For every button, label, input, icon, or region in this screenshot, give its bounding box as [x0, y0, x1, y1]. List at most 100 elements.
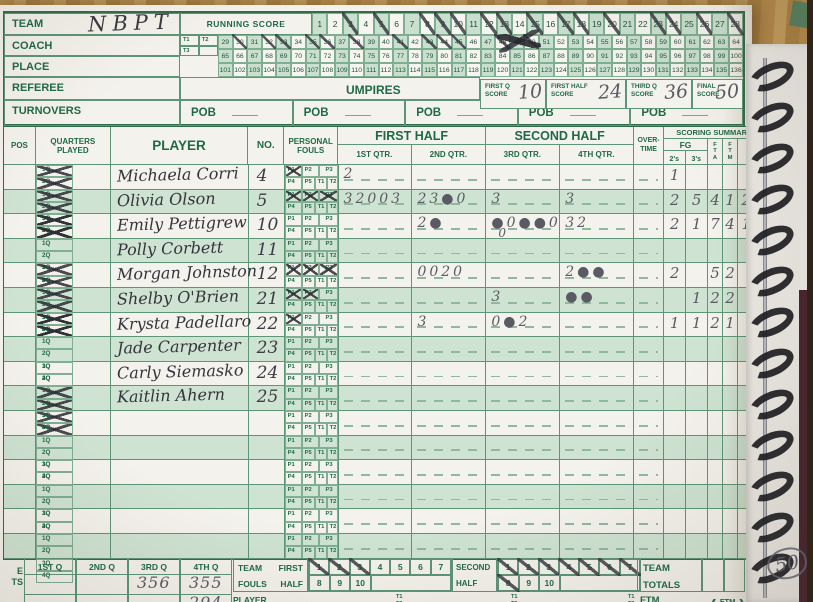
summary-value: 7 [710, 215, 720, 234]
running-score-cell: 17 [557, 12, 575, 36]
pob-blank-line [682, 114, 709, 116]
quarter-box-label: 2Q [41, 547, 51, 555]
score-cell-q1 [338, 263, 413, 288]
blank-dashes [417, 350, 481, 353]
referee-label-text: REFEREE [12, 82, 64, 94]
pob-blank-line [457, 114, 484, 116]
score-slash-mark [649, 12, 667, 36]
summary-3s [686, 410, 709, 436]
played-x-mark [36, 190, 73, 201]
jersey-number: 4 [256, 166, 268, 186]
fouls-row-2: P4 P5 T1 T2 [284, 423, 338, 436]
overtime-cell [634, 263, 665, 288]
score-entry: 0020 [417, 264, 466, 281]
blank-dashes [417, 547, 481, 550]
blank-dashes [417, 375, 481, 378]
foul-box: P2 [301, 410, 319, 424]
score-cell-q1 [338, 214, 413, 239]
running-score-cell: 118 [466, 63, 481, 77]
foul-box: P1 [284, 312, 302, 325]
quarter-box-label: 3Q [41, 362, 51, 370]
foul-x-mark [285, 264, 301, 275]
running-score-cell: 36 [319, 34, 336, 50]
running-score-cell: 41 [392, 34, 409, 50]
summary-3s: 1 [686, 287, 709, 313]
foul-box: P5 [301, 374, 315, 387]
blank-dashes [565, 277, 629, 279]
quarters-played-cell: 1Q 2Q 3Q 4Q [35, 435, 111, 485]
quarter-box-label: 3Q [41, 559, 51, 567]
foul-box: T2 [326, 275, 338, 288]
summary-value: 1 [669, 166, 680, 184]
score-cell-q1 [338, 337, 413, 362]
summary-2s: 2 [664, 214, 687, 239]
timeout-column: 3RD Q 356 [128, 558, 180, 602]
quarter-box: 1Q [35, 484, 74, 498]
running-score-cell: 132 [670, 63, 685, 77]
running-score-cell: 67 [247, 49, 262, 63]
quarters-played-cell: 1Q 2Q 3Q 4Q [35, 533, 111, 584]
overtime-cell [634, 214, 665, 239]
summary-2s [664, 509, 687, 534]
blank-dashes [565, 227, 629, 230]
quarter-box: 1Q [35, 189, 74, 202]
quarter-box-label: 2Q [41, 375, 51, 383]
running-score-cell: 93 [626, 49, 642, 63]
total-cell [702, 558, 724, 592]
score-entry: ●0●●0 [491, 215, 561, 232]
blank-dashes [565, 523, 629, 525]
summary-3s [686, 386, 709, 411]
timeout-cell [25, 575, 75, 595]
score-slash-mark [275, 34, 292, 50]
team-fouls-label: TEAM FIRST FOULS HALF [233, 558, 308, 592]
score-cell-q3 [486, 165, 561, 190]
summary-ftm [723, 238, 739, 264]
foul-box: T1 [314, 226, 327, 239]
quarters-played-cell: 1Q 2Q 3Q 4Q [35, 460, 111, 510]
player-name: Carly Siemasko [116, 360, 244, 383]
timeout-value: 356 [137, 573, 171, 592]
quarter-box: 2Q [35, 226, 74, 239]
score-entry: 3 [491, 288, 504, 305]
score-slash-mark [260, 34, 278, 50]
running-score-cell: 20 [603, 12, 621, 36]
quarter-box: 1Q [35, 435, 74, 448]
foul-box: T2 [326, 546, 338, 559]
summary-fta [708, 361, 724, 387]
summary-2s [664, 361, 687, 387]
first-half-fouls-grid: 12345678910 [308, 558, 452, 592]
score-cell-q1 [338, 460, 413, 485]
jersey-number: 25 [256, 387, 279, 408]
foul-box: P3 [318, 287, 338, 301]
foul-box: P5 [301, 349, 315, 362]
overtime-cell [634, 484, 665, 510]
player-name-cell: Jade Carpenter [110, 336, 249, 362]
foul-box: P1 [284, 214, 302, 227]
blank-dashes [639, 326, 659, 329]
blank-dashes [343, 523, 407, 525]
score-slash-mark [557, 12, 575, 36]
score-cell-q3 [486, 263, 561, 288]
foul-box: P2 [301, 165, 319, 178]
foul-box: P1 [284, 484, 302, 498]
foul-box: T1 [314, 275, 327, 288]
fouls-grid-filler [370, 575, 451, 591]
blank-dashes [417, 449, 481, 452]
quarter-box: 2Q [35, 349, 74, 362]
pos-cell [4, 386, 36, 411]
running-score-cell: 26 [695, 12, 714, 36]
jersey-number: 12 [256, 264, 279, 285]
score-cell-q1 [338, 509, 413, 534]
blank-dashes [491, 326, 555, 329]
running-score-cell: 99 [714, 49, 729, 63]
score-entry: 3 [491, 190, 504, 207]
quarter-score-label: THIRD Q SCORE [631, 83, 657, 98]
